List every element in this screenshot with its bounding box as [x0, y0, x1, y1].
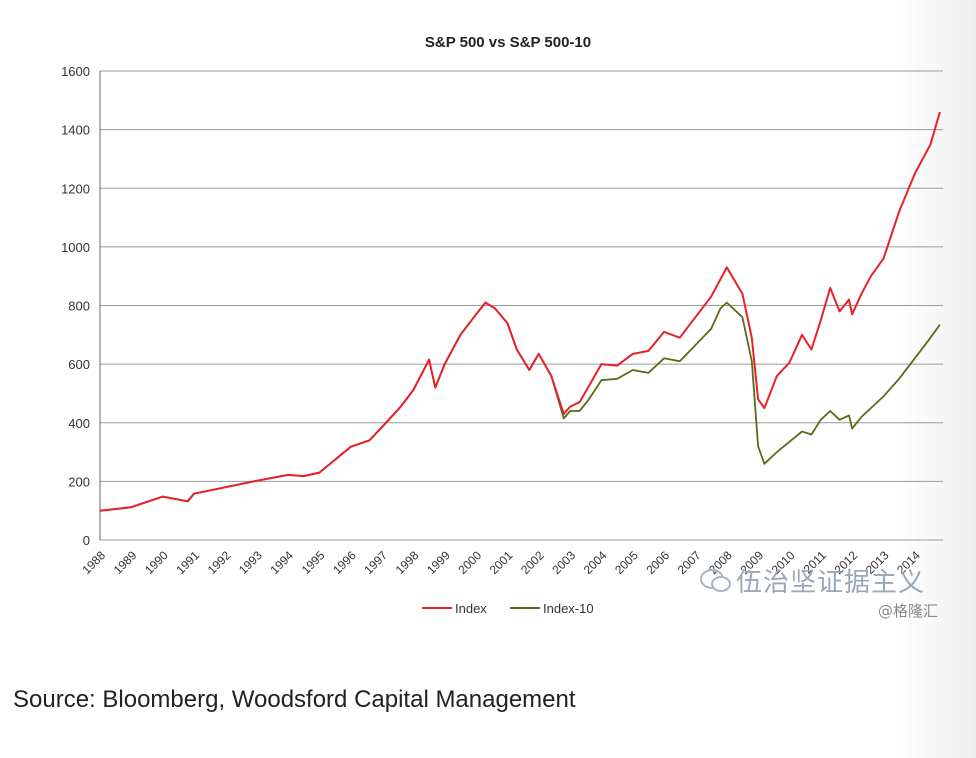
- y-tick-label: 400: [68, 416, 90, 431]
- series-lines: [99, 111, 941, 512]
- legend-label-index: Index: [455, 601, 487, 616]
- x-tick-label: 2005: [612, 548, 641, 577]
- y-tick-label: 0: [83, 533, 90, 548]
- x-tick-label: 1996: [330, 548, 359, 577]
- x-tick-label: 2006: [643, 548, 672, 577]
- y-tick-label: 1400: [61, 123, 90, 138]
- y-tick-label: 800: [68, 299, 90, 314]
- x-tick-label: 1992: [205, 548, 234, 577]
- x-tick-label: 2002: [518, 548, 547, 577]
- watermark-handle: @格隆汇: [878, 602, 939, 620]
- y-tick-label: 1600: [61, 64, 90, 79]
- x-tick-label: 1995: [299, 548, 328, 577]
- y-tick-label: 1000: [61, 240, 90, 255]
- y-tick-labels: 0 200 400 600 800 1000 1200 1400 1600: [61, 64, 90, 548]
- legend-label-index-10: Index-10: [543, 601, 594, 616]
- y-tick-label: 600: [68, 357, 90, 372]
- x-tick-label: 1989: [111, 548, 140, 577]
- watermark-text: 伍治坚证据主义: [736, 568, 926, 598]
- x-tick-label: 1999: [424, 548, 453, 577]
- wechat-icon: [700, 569, 731, 592]
- source-caption: Source: Bloomberg, Woodsford Capital Man…: [13, 686, 576, 713]
- x-tick-label: 1998: [393, 548, 422, 577]
- series-line-index-10: [99, 301, 941, 512]
- watermark: 伍治坚证据主义 @格隆汇: [700, 562, 970, 626]
- x-tick-label: 1988: [79, 548, 108, 577]
- legend: Index Index-10: [422, 601, 594, 616]
- x-tick-label: 2000: [455, 548, 484, 577]
- chart-title: S&P 500 vs S&P 500-10: [425, 34, 591, 51]
- x-tick-label: 2003: [549, 548, 578, 577]
- x-tick-label: 1997: [361, 548, 390, 577]
- grid-lines: [99, 70, 943, 541]
- x-tick-label: 1991: [173, 548, 202, 577]
- y-tick-label: 1200: [61, 181, 90, 196]
- x-tick-label: 1993: [236, 548, 265, 577]
- series-line-index: [99, 111, 941, 512]
- x-tick-label: 2001: [487, 548, 516, 577]
- x-tick-label: 2004: [581, 548, 610, 577]
- x-tick-label: 1994: [267, 548, 296, 577]
- y-tick-label: 200: [68, 474, 90, 489]
- x-tick-label: 1990: [142, 548, 171, 577]
